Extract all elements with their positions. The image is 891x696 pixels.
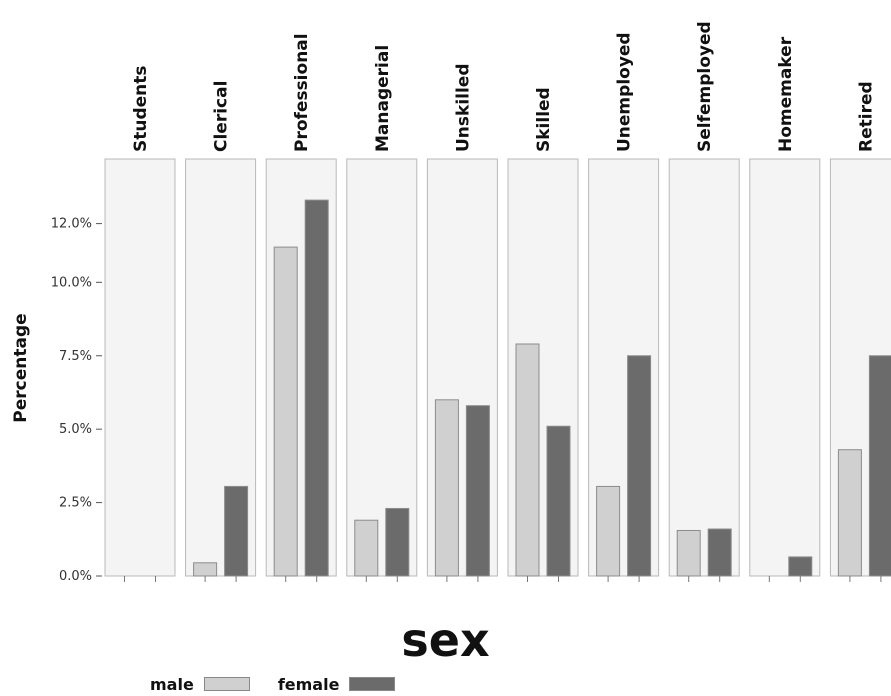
panel-label: Selfemployed bbox=[695, 21, 715, 152]
bar-male bbox=[434, 399, 459, 577]
panel-background bbox=[749, 158, 821, 577]
y-tick-label: 7.5% bbox=[59, 349, 92, 364]
bar-female bbox=[707, 528, 732, 577]
bar-female bbox=[304, 199, 329, 577]
panel-background bbox=[668, 158, 740, 577]
y-tick-label: 10.0% bbox=[51, 275, 92, 290]
bar-female bbox=[546, 425, 571, 577]
facet-panel: Selfemployed bbox=[668, 21, 740, 582]
y-axis-title-group: Percentage bbox=[11, 313, 31, 422]
legend-swatch-male bbox=[203, 677, 250, 691]
bar-female bbox=[465, 405, 490, 577]
panel-label: Students bbox=[131, 65, 151, 152]
panel-label: Retired bbox=[856, 81, 876, 152]
bar-female bbox=[788, 556, 813, 577]
panel-background bbox=[104, 158, 176, 577]
legend-entry-male: male bbox=[150, 675, 250, 694]
bar-male bbox=[193, 562, 218, 577]
facet-panel: Unemployed bbox=[588, 32, 660, 582]
facet-panel: Retired bbox=[829, 81, 891, 582]
facet-panel: Managerial bbox=[346, 45, 418, 582]
panel-label: Clerical bbox=[212, 81, 232, 152]
bar-female bbox=[224, 485, 249, 577]
legend-label-male: male bbox=[150, 674, 194, 694]
panel-label: Managerial bbox=[373, 45, 393, 152]
bar-male bbox=[515, 343, 540, 577]
legend: male female bbox=[150, 674, 423, 694]
y-tick-label: 0.0% bbox=[59, 569, 92, 584]
facet-panel: Professional bbox=[265, 33, 337, 582]
facet-panels: Students Clerical Professional Managerial Un… bbox=[104, 21, 891, 582]
y-tick-label: 12.0% bbox=[51, 217, 92, 232]
facet-panel: Homemaker bbox=[749, 36, 821, 582]
legend-label-female: female bbox=[277, 674, 340, 694]
panel-label: Unemployed bbox=[615, 32, 635, 152]
panel-label: Skilled bbox=[534, 87, 554, 152]
legend-entry-female: female bbox=[278, 675, 396, 694]
x-axis-title: sex bbox=[401, 613, 490, 667]
bar-male bbox=[273, 246, 298, 577]
y-tick-label: 2.5% bbox=[59, 496, 92, 511]
facet-panel: Clerical bbox=[185, 81, 257, 582]
panel-background bbox=[346, 158, 418, 577]
y-tick-label: 5.0% bbox=[59, 422, 92, 437]
y-axis: 0.0% 2.5% 5.0% 7.5% 10.0% 12.0% bbox=[51, 217, 102, 584]
bar-female bbox=[385, 507, 410, 577]
panel-label: Professional bbox=[292, 33, 312, 152]
facet-panel: Unskilled bbox=[426, 63, 498, 582]
y-axis-title: Percentage bbox=[11, 313, 31, 422]
bar-male bbox=[354, 519, 379, 577]
bar-female bbox=[868, 355, 891, 577]
facet-panel: Skilled bbox=[507, 87, 579, 582]
panel-label: Homemaker bbox=[776, 36, 796, 152]
panel-label: Unskilled bbox=[453, 63, 473, 152]
facet-panel: Students bbox=[104, 65, 176, 582]
bar-female bbox=[627, 355, 652, 577]
bar-male bbox=[676, 529, 701, 577]
bar-male bbox=[596, 485, 621, 577]
legend-swatch-female bbox=[349, 677, 396, 691]
bar-male bbox=[837, 449, 862, 577]
